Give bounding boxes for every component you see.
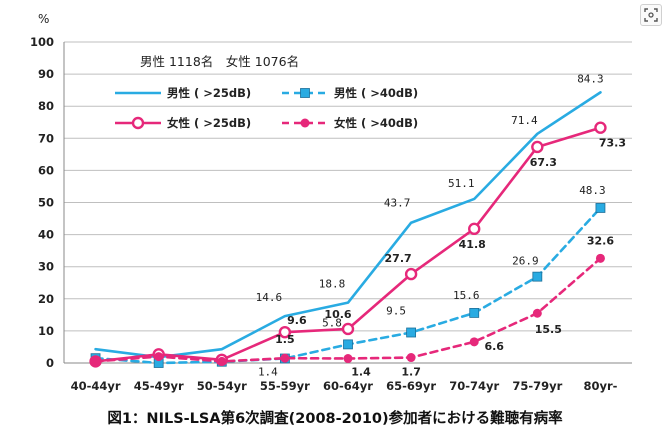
y-tick-label: 90 [38,67,54,81]
x-tick-label: 65-69yr [386,379,436,393]
data-label: 9.6 [287,314,307,327]
legend-label: 男性 ( >25dB) [167,86,251,100]
data-point [532,308,542,318]
data-label: 51.1 [448,177,475,190]
y-tick-label: 50 [38,196,54,210]
legend-marker [300,88,310,98]
data-point [280,353,290,363]
x-tick-label: 75-79yr [512,379,562,393]
y-tick-label: 40 [38,228,54,242]
data-label: 10.6 [324,308,351,321]
data-point [469,308,480,318]
y-tick-label: 60 [38,163,54,177]
chart-svg: 0 10 20 30 40 50 60 70 80 90 100% 40-44yr 45-49yr 50-… [30,12,632,393]
x-tick-label: 50-54yr [197,379,247,393]
data-label: 43.7 [384,197,411,210]
data-label: 1.5 [275,333,295,346]
y-axis-label: % [38,12,49,26]
data-point [595,253,605,263]
legend-marker [300,118,310,128]
data-point [406,327,417,338]
y-tick-label: 30 [38,260,54,274]
data-label: 9.5 [386,305,406,318]
data-label: 41.8 [459,238,486,251]
figure-caption: 図1：NILS-LSA第6次調査(2008-2010)参加者における難聴有病率 [107,411,563,427]
data-point [343,354,353,364]
data-label: 26.9 [512,255,539,268]
x-tick-label: 60-64yr [323,379,373,393]
data-label: 5.8 [322,316,342,329]
scan-button[interactable] [640,4,662,26]
data-label: 48.3 [579,184,606,197]
data-point [594,121,607,134]
y-tick-label: 100 [30,35,54,49]
x-tick-label: 45-49yr [134,379,184,393]
data-label: 1.4 [258,366,278,379]
y-tick-label: 70 [38,131,54,145]
legend-marker [131,116,145,130]
data-point [278,325,292,339]
scan-icon [644,8,658,22]
data-point [468,222,481,236]
data-label: 1.7 [401,366,421,379]
data-label: 15.6 [453,289,480,302]
y-tick-label: 0 [46,356,54,370]
x-tick-label: 70-74yr [449,379,499,393]
data-label: 18.8 [319,278,346,291]
data-point [531,140,544,154]
data-point [404,267,418,281]
data-point [532,271,543,282]
data-point [469,337,479,347]
data-point [341,322,355,336]
legend-label: 女性 ( >40dB) [334,116,418,130]
data-label: 15.5 [535,323,562,336]
data-label: 67.3 [530,156,557,169]
data-point [595,203,606,213]
data-label: 73.3 [599,137,626,150]
data-point [343,339,353,350]
series-line [94,91,602,359]
y-tick-label: 10 [38,324,54,338]
legend-label: 女性 ( >25dB) [167,116,251,130]
x-tick-label: 55-59yr [260,379,310,393]
data-label: 71.4 [511,114,538,127]
y-tick-label: 80 [38,99,54,113]
sample-size-note: 男性 1118名 女性 1076名 [140,54,299,69]
data-label: 14.6 [256,291,283,304]
data-label: 6.6 [484,340,504,353]
data-point [217,356,227,366]
data-point [154,352,164,362]
data-label: 1.4 [351,366,371,379]
data-label: 84.3 [577,72,604,85]
y-tick-label: 20 [38,292,54,306]
data-label: 32.6 [587,234,614,247]
x-tick-label: 40-44yr [71,379,121,393]
data-point [91,356,101,366]
data-label: 27.7 [385,252,412,265]
x-tick-label: 80yr- [583,379,617,393]
data-point [406,353,416,363]
legend-label: 男性 ( >40dB) [334,86,418,100]
